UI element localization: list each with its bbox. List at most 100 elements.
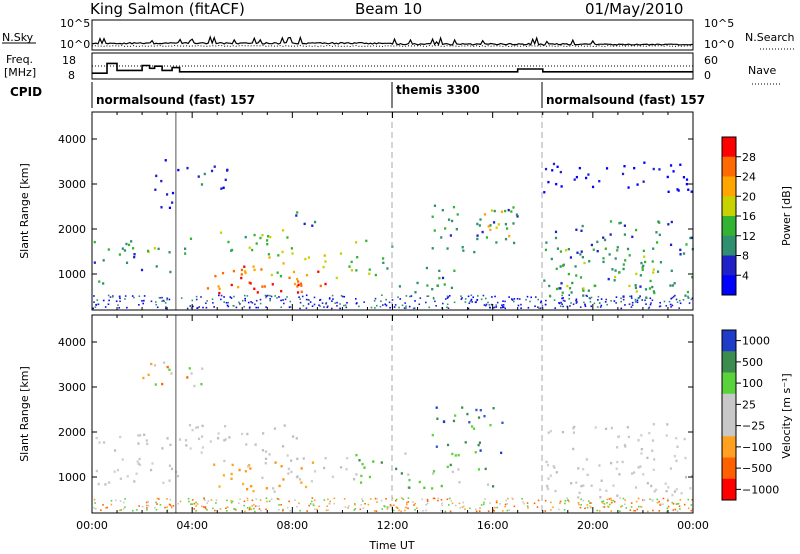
velocity-region-point [189,447,192,450]
power-region-point [487,225,490,228]
velocity-scatter-point [159,503,162,506]
power-scatter-point [198,306,201,308]
power-scatter-point [482,294,485,297]
velocity-scatter-point [586,506,589,509]
velocity-scatter-point [278,498,281,501]
velocity-scatter-point [246,499,249,502]
power-region-point [450,219,454,223]
power-scatter-point [419,297,422,299]
power-region-point [626,247,630,251]
velocity-scatter-point [603,506,606,508]
power-region-point [567,247,570,251]
velocity-region-point [479,408,482,412]
power-region-point [634,284,637,287]
velocity-region-point [478,441,482,444]
power-region-point [440,236,443,239]
power-scatter-point [634,298,637,301]
velocity-region-point [666,423,669,426]
velocity-region-point [618,473,621,476]
velocity-region-point [137,442,140,445]
power-region-point [592,248,595,251]
velocity-scatter-point [361,498,363,500]
power-scatter-point [363,301,365,303]
power-scatter-point [373,300,376,302]
velocity-region-point [274,461,277,464]
velocity-region-point [97,482,100,486]
velocity-region-point [298,478,302,481]
power-region-point [651,285,654,289]
power-region-point [649,279,652,283]
power-region-point [153,247,156,250]
velocity-scatter-point [230,501,233,504]
power-scatter-point [566,305,569,308]
velocity-region-point [355,453,358,457]
velocity-scatter-point [649,498,651,501]
power-scatter-point [600,298,603,300]
power-scatter-point [534,296,537,298]
velocity-scatter-point [177,502,180,505]
power-scatter-point [195,295,198,298]
velocity-scatter-point [601,501,603,503]
velocity-scatter-point [672,503,675,505]
power-scatter-point [336,305,338,307]
velocity-region-point [146,442,149,446]
power-scatter-point [470,294,473,297]
power-scatter-point [647,307,650,310]
power-region-point [107,248,110,251]
power-scatter-point [446,295,449,298]
power-region-point [582,294,585,297]
velocity-xtick-label: 20:00 [577,519,609,532]
velocity-region-point [228,436,231,439]
velocity-region-point [304,485,308,489]
velocity-region-point [501,421,504,424]
power-scatter-point [468,302,471,305]
power-scatter-point [435,305,437,307]
velocity-region-point [185,444,188,447]
velocity-region-point [547,477,550,480]
velocity-region-point [407,473,410,476]
power-colorbar-tick-label: 24 [742,171,756,184]
velocity-scatter-point [265,508,267,511]
velocity-region-point [432,472,435,475]
power-region-point [125,242,128,246]
power-region-point [596,249,599,253]
velocity-scatter-point [344,506,347,508]
velocity-scatter-point [687,498,690,501]
power-scatter-point [323,306,325,308]
power-region-point [658,168,661,171]
power-scatter-point [97,303,100,306]
velocity-region-point [300,481,303,484]
velocity-region-point [193,384,196,388]
velocity-region-point [472,427,476,430]
velocity-scatter-point [687,507,690,510]
velocity-region-point [119,435,122,439]
power-region-point [685,182,688,186]
velocity-scatter-point [484,498,486,500]
velocity-colorbar-block [722,436,736,458]
power-region-point [623,224,626,227]
velocity-region-point [446,465,449,469]
power-region-point [365,239,368,243]
power-region-point [293,282,297,286]
power-scatter-point [318,304,320,307]
velocity-scatter-point [679,498,682,501]
velocity-region-point [570,482,573,485]
power-region-point [350,269,354,272]
power-region-point [386,267,389,270]
power-scatter-point [246,295,249,297]
power-region-point [249,282,252,285]
power-scatter-point [166,298,168,301]
velocity-region-point [352,478,356,481]
power-region-point [478,224,481,227]
power-scatter-point [678,299,681,302]
velocity-scatter-point [249,506,251,509]
power-region-point [618,271,621,274]
power-region-point [500,210,504,213]
power-scatter-point [418,303,421,306]
velocity-scatter-point [619,510,621,513]
velocity-scatter-point [398,509,400,512]
velocity-scatter-point [632,509,635,512]
power-region-point [131,247,135,250]
velocity-region-point [621,460,624,464]
velocity-region-point [162,361,166,364]
